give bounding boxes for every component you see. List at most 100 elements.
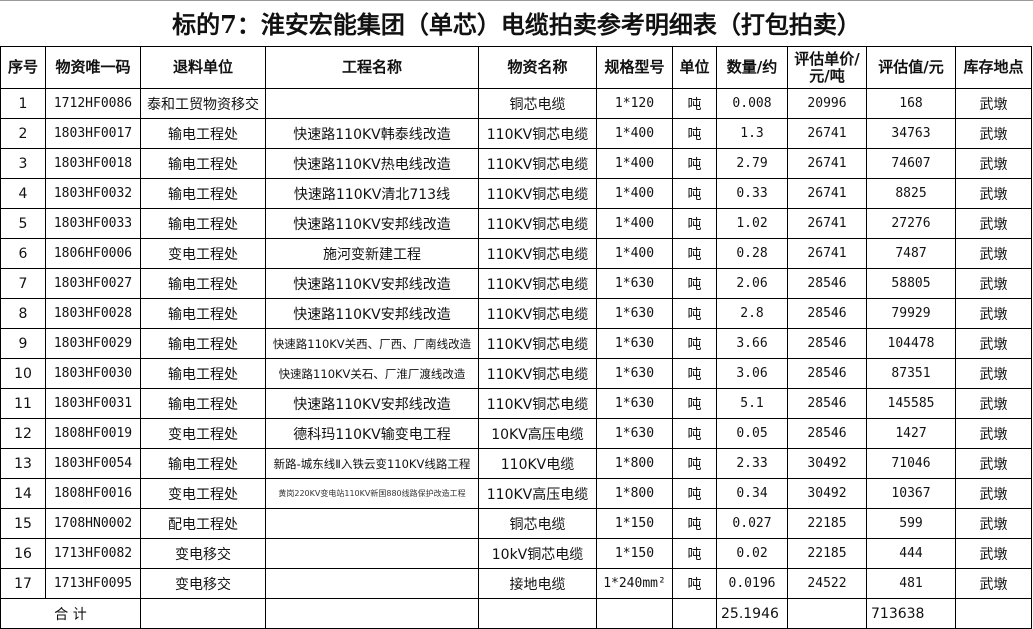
cell-unit-dept: 配电工程处 xyxy=(140,508,266,539)
cell-project: 快速路110KV安邦线改造 xyxy=(265,268,479,299)
cell-quantity: 0.027 xyxy=(716,508,788,539)
cell-seq: 16 xyxy=(0,538,46,569)
cell-unit-price: 28546 xyxy=(787,388,867,419)
cell-spec: 1*400 xyxy=(596,148,673,179)
cell-material: 110KV铜芯电缆 xyxy=(478,358,597,389)
cell-spec: 1*400 xyxy=(596,118,673,149)
table-row: 16 1713HF0082 变电移交 10kV铜芯电缆 1*150 吨 0.02 22185 4… xyxy=(0,538,1032,569)
cell-unit-dept: 输电工程处 xyxy=(140,178,266,209)
cell-code: 1803HF0054 xyxy=(45,448,141,479)
cell-location: 武墩 xyxy=(955,388,1032,419)
cell-unit-dept: 泰和工贸物资移交 xyxy=(140,88,266,119)
cell-spec: 1*400 xyxy=(596,238,673,269)
cell-unit-dept: 变电移交 xyxy=(140,568,266,599)
cell-value: 10367 xyxy=(866,478,956,509)
cell-quantity: 2.33 xyxy=(716,448,788,479)
cell-material: 110KV铜芯电缆 xyxy=(478,328,597,359)
cell-value: 71046 xyxy=(866,448,956,479)
cell-quantity: 2.8 xyxy=(716,298,788,329)
cell-unit: 吨 xyxy=(672,478,717,509)
cell-seq: 7 xyxy=(0,268,46,299)
cell-spec: 1*150 xyxy=(596,508,673,539)
cell-material: 110KV铜芯电缆 xyxy=(478,238,597,269)
cell-code: 1808HF0019 xyxy=(45,418,141,449)
cell-location: 武墩 xyxy=(955,118,1032,149)
table-row: 9 1803HF0029 输电工程处 快速路110KV关西、厂西、厂南线改造 110KV… xyxy=(0,328,1032,359)
cell-material: 110KV高压电缆 xyxy=(478,478,597,509)
cell-code: 1708HN0002 xyxy=(45,508,141,539)
cell-material: 110KV铜芯电缆 xyxy=(478,118,597,149)
cell-material: 接地电缆 xyxy=(478,568,597,599)
cell-unit: 吨 xyxy=(672,118,717,149)
cell-value: 79929 xyxy=(866,298,956,329)
cell-value: 145585 xyxy=(866,388,956,419)
cell-code: 1712HF0086 xyxy=(45,88,141,119)
table-row: 12 1808HF0019 变电工程处 德科玛110KV输变电工程 10KV高压电缆 1*… xyxy=(0,418,1032,449)
cell-material: 110KV铜芯电缆 xyxy=(478,148,597,179)
cell-unit-dept: 变电工程处 xyxy=(140,238,266,269)
cell-material: 110KV铜芯电缆 xyxy=(478,298,597,329)
cell-location: 武墩 xyxy=(955,538,1032,569)
cell-material: 110KV电缆 xyxy=(478,448,597,479)
cell-value: 34763 xyxy=(866,118,956,149)
cell-unit-price: 26741 xyxy=(787,118,867,149)
cell-seq: 13 xyxy=(0,448,46,479)
cell-code: 1803HF0029 xyxy=(45,328,141,359)
cell-location: 武墩 xyxy=(955,508,1032,539)
empty xyxy=(478,598,597,629)
cell-quantity: 3.06 xyxy=(716,358,788,389)
header-unit: 单位 xyxy=(672,46,717,89)
total-value: 713638 xyxy=(866,598,956,629)
cell-seq: 15 xyxy=(0,508,46,539)
cell-seq: 9 xyxy=(0,328,46,359)
header-location: 库存地点 xyxy=(955,46,1032,89)
cell-project xyxy=(265,568,479,599)
total-label: 合 计 xyxy=(0,598,141,629)
empty xyxy=(787,598,867,629)
cell-location: 武墩 xyxy=(955,268,1032,299)
total-quantity: 25.1946 xyxy=(716,598,788,629)
header-value: 评估值/元 xyxy=(866,46,956,89)
cell-seq: 14 xyxy=(0,478,46,509)
cell-location: 武墩 xyxy=(955,568,1032,599)
cell-unit: 吨 xyxy=(672,538,717,569)
cell-material: 110KV铜芯电缆 xyxy=(478,208,597,239)
cell-unit: 吨 xyxy=(672,568,717,599)
table-row: 14 1808HF0016 变电工程处 黄岗220KV变电站110KV新国880线路保… xyxy=(0,478,1032,509)
header-row: 序号 物资唯一码 退料单位 工程名称 物资名称 规格型号 单位 数量/约 评估单价/元/吨 评估值… xyxy=(0,46,1032,89)
cell-unit: 吨 xyxy=(672,388,717,419)
cell-material: 10KV高压电缆 xyxy=(478,418,597,449)
cell-spec: 1*630 xyxy=(596,388,673,419)
empty xyxy=(672,598,717,629)
cell-unit-dept: 输电工程处 xyxy=(140,328,266,359)
cell-seq: 4 xyxy=(0,178,46,209)
cell-code: 1713HF0082 xyxy=(45,538,141,569)
cell-code: 1803HF0018 xyxy=(45,148,141,179)
cell-unit-dept: 变电工程处 xyxy=(140,418,266,449)
table-row: 11 1803HF0031 输电工程处 快速路110KV安邦线改造 110KV铜芯电缆 1… xyxy=(0,388,1032,419)
cell-unit: 吨 xyxy=(672,298,717,329)
cell-location: 武墩 xyxy=(955,178,1032,209)
cell-location: 武墩 xyxy=(955,418,1032,449)
cell-unit-dept: 输电工程处 xyxy=(140,388,266,419)
cell-value: 168 xyxy=(866,88,956,119)
cell-unit-price: 20996 xyxy=(787,88,867,119)
cell-material: 10kV铜芯电缆 xyxy=(478,538,597,569)
cell-location: 武墩 xyxy=(955,208,1032,239)
cell-project: 快速路110KV关石、厂淮厂渡线改造 xyxy=(265,358,479,389)
cell-seq: 3 xyxy=(0,148,46,179)
cell-project: 新路-城东线Ⅱ入铁云变110KV线路工程 xyxy=(265,448,479,479)
page-title: 标的7：淮安宏能集团（单芯）电缆拍卖参考明细表（打包拍卖） xyxy=(0,0,1033,46)
cell-unit-dept: 输电工程处 xyxy=(140,268,266,299)
table-row: 7 1803HF0027 输电工程处 快速路110KV安邦线改造 110KV铜芯电缆 1*… xyxy=(0,268,1032,299)
cell-unit-price: 26741 xyxy=(787,148,867,179)
cell-project: 快速路110KV热电线改造 xyxy=(265,148,479,179)
cell-spec: 1*400 xyxy=(596,178,673,209)
cell-code: 1803HF0032 xyxy=(45,178,141,209)
cell-code: 1803HF0033 xyxy=(45,208,141,239)
cell-unit-dept: 输电工程处 xyxy=(140,148,266,179)
cell-location: 武墩 xyxy=(955,448,1032,479)
cell-unit-dept: 输电工程处 xyxy=(140,358,266,389)
cell-project xyxy=(265,538,479,569)
cell-unit: 吨 xyxy=(672,328,717,359)
